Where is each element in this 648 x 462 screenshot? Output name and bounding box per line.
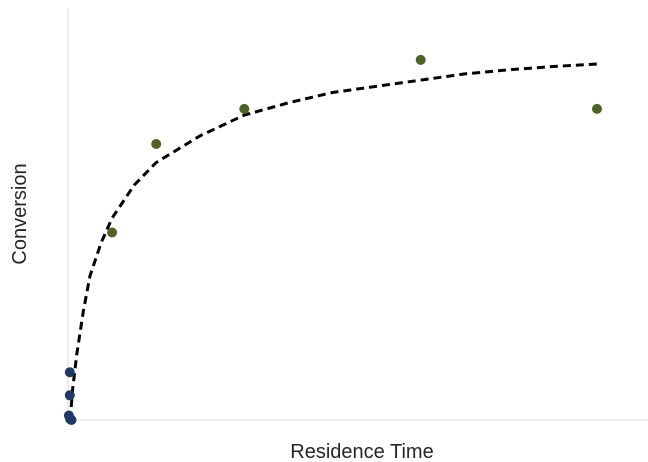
data-points-layer [63, 54, 602, 425]
fit-curve-layer [68, 62, 598, 421]
fit-curve [68, 62, 598, 421]
y-axis-title: Conversion [9, 163, 31, 264]
data-point-series-2-2 [151, 139, 162, 149]
x-axis-title: Residence Time [290, 441, 433, 462]
data-point-series-2-3 [239, 103, 250, 114]
data-point-series-1-5 [66, 415, 77, 425]
data-point-series-1-1 [64, 367, 75, 378]
data-point-series-1-2 [64, 390, 75, 401]
data-point-series-2-1 [107, 227, 118, 238]
data-point-series-2-5 [592, 103, 602, 114]
data-point-series-2-4 [415, 54, 426, 65]
